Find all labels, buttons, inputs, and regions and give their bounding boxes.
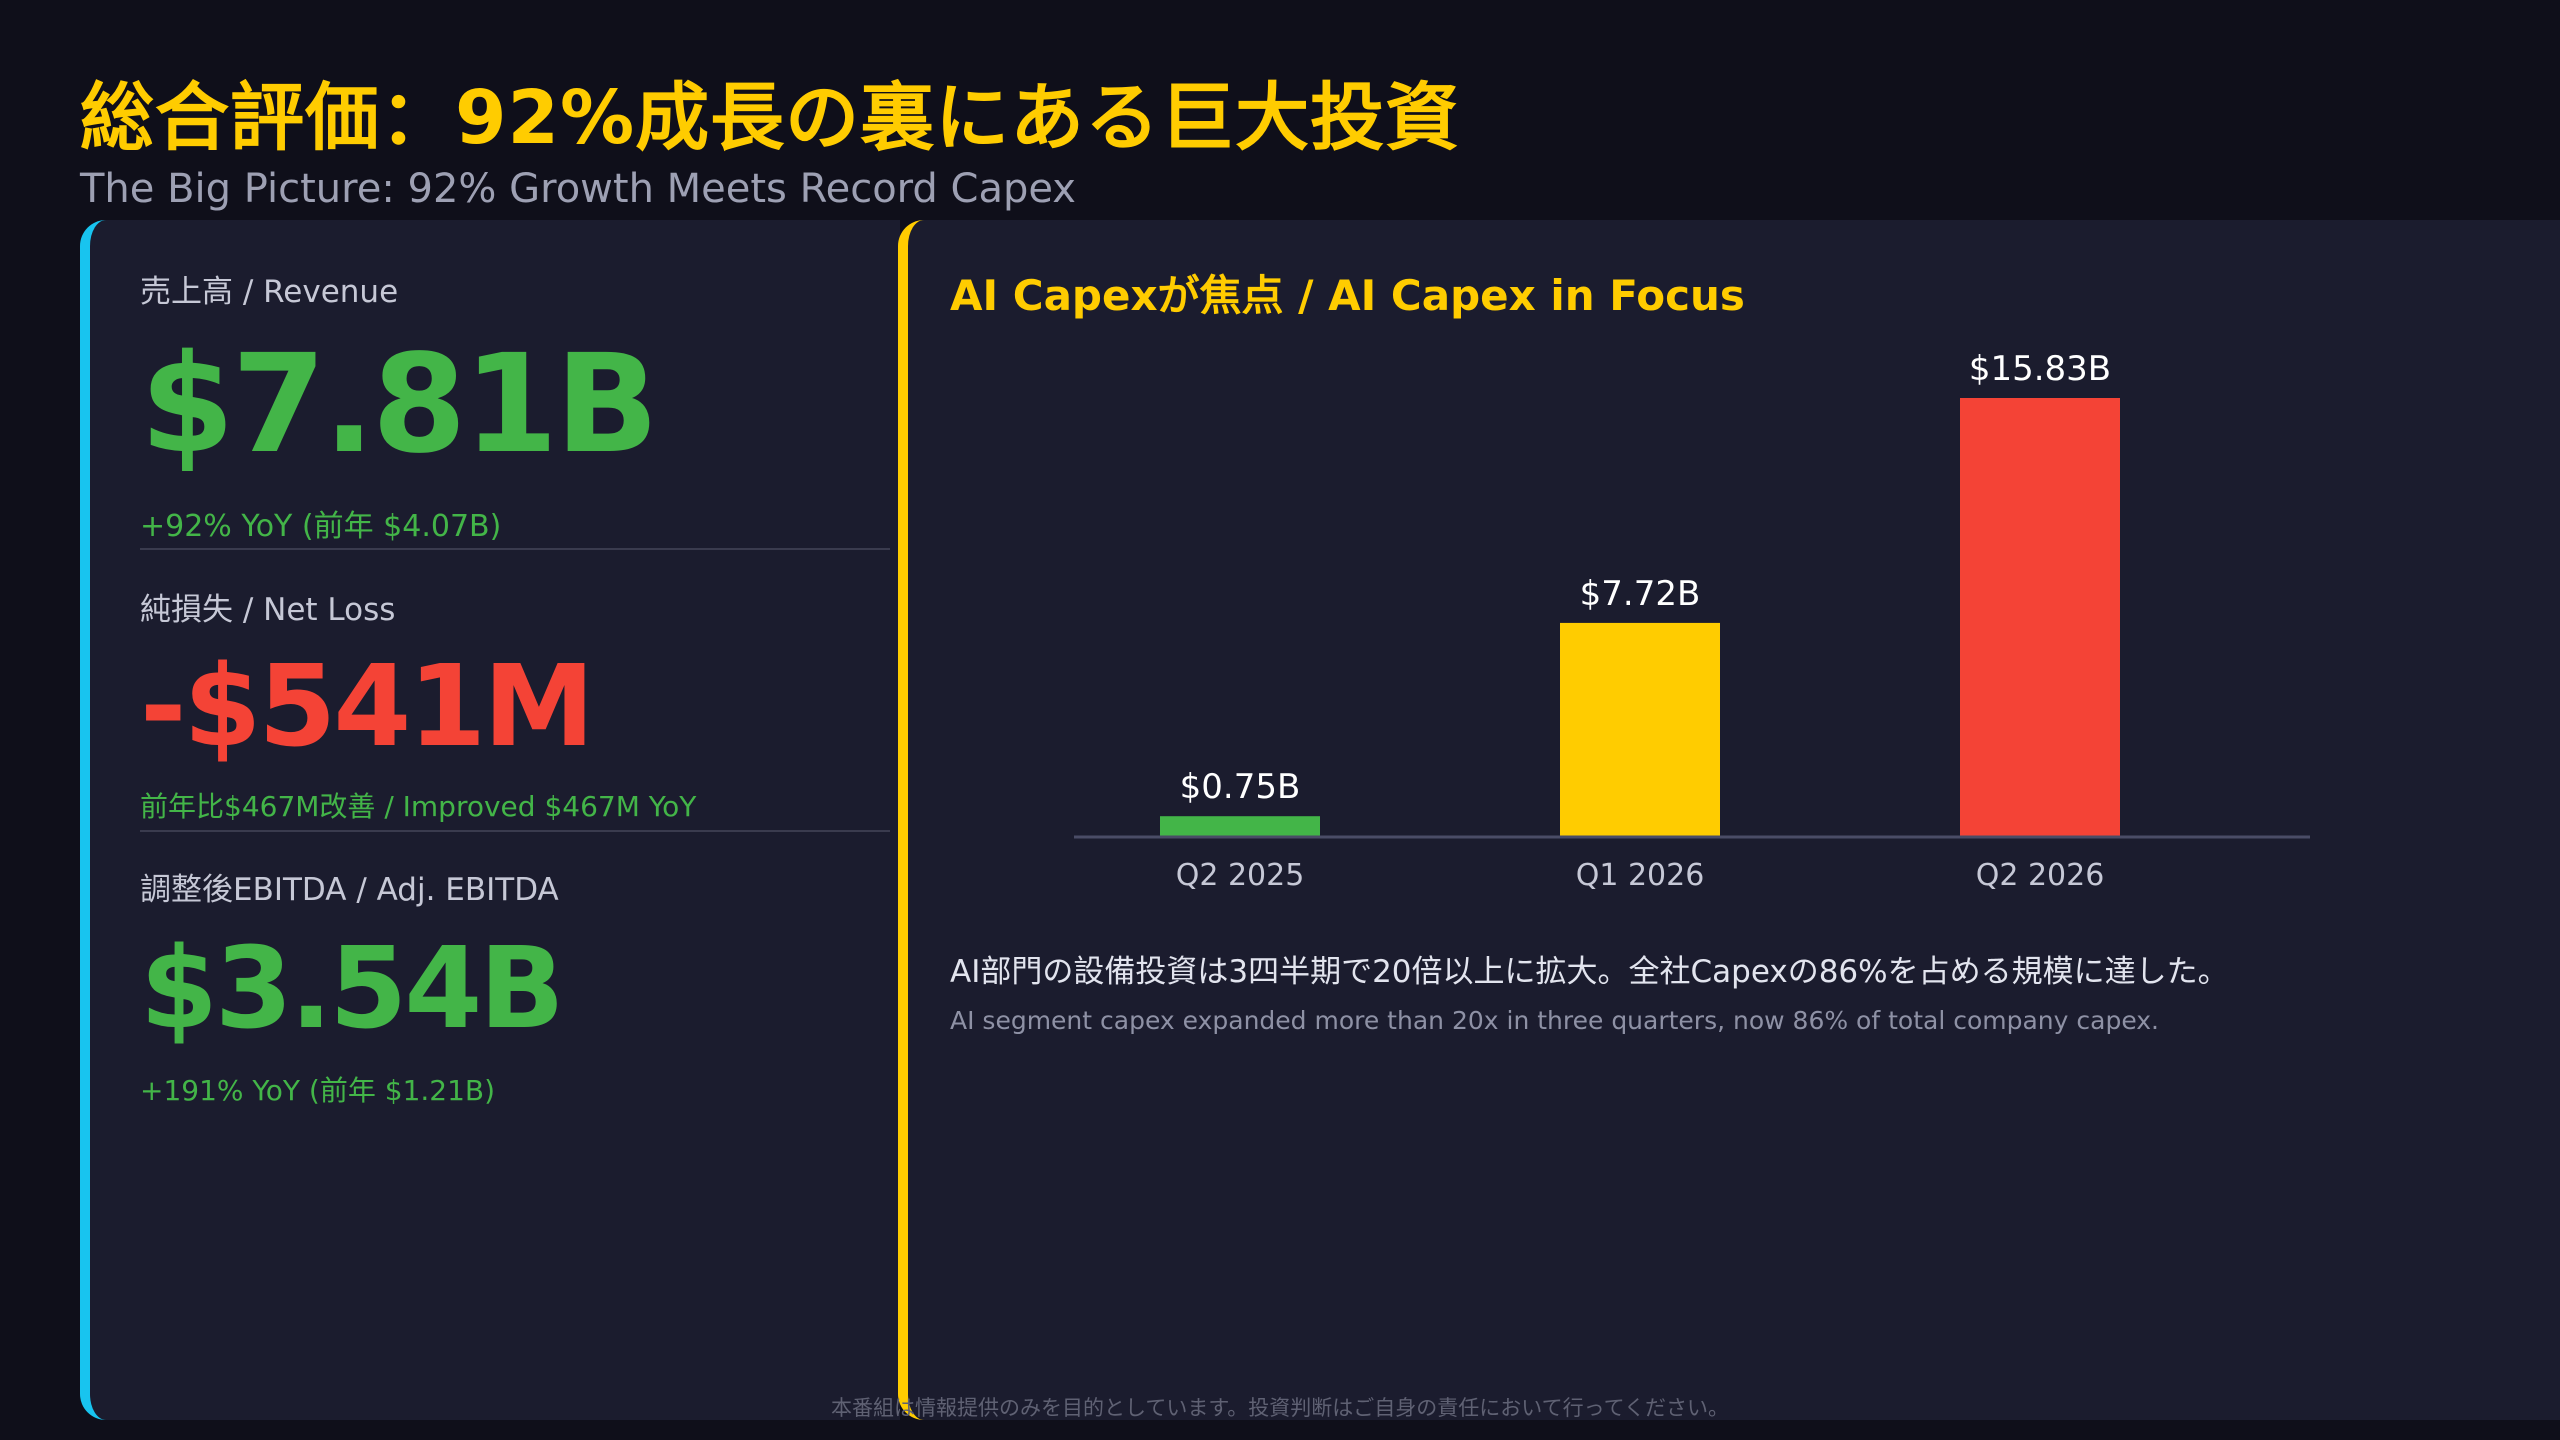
capex-bar-chart: $0.75B Q2 2025 $7.72B Q1 2026 $15.83B Q2 2026	[1074, 349, 2310, 893]
capex-chart-panel: AI Capexが焦点 / AI Capex in Focus $0.75B Q2…	[898, 220, 2560, 1420]
revenue-metric: 売上高 / Revenue $7.81B +92% YoY (前年 $4.07B…	[140, 266, 659, 545]
ebitda-value: $3.54B	[140, 924, 565, 1054]
page-subtitle: The Big Picture: 92% Growth Meets Record…	[80, 166, 1076, 212]
ebitda-label: 調整後EBITDA / Adj. EBITDA	[140, 872, 559, 908]
x-tick-label: Q1 2026	[1576, 858, 1705, 893]
ebitda-yoy: +191% YoY (前年 $1.21B)	[140, 1074, 496, 1107]
divider	[140, 830, 890, 832]
x-tick-label: Q2 2026	[1976, 858, 2105, 893]
data-label: $7.72B	[1580, 574, 1701, 614]
net-loss-improvement: 前年比$467M改善 / Improved $467M YoY	[140, 790, 697, 823]
chart-title: AI Capexが焦点 / AI Capex in Focus	[950, 271, 1745, 320]
revenue-yoy: +92% YoY (前年 $4.07B)	[140, 509, 502, 544]
divider	[140, 548, 890, 550]
data-label: $0.75B	[1180, 767, 1301, 807]
revenue-value: $7.81B	[140, 326, 659, 484]
net-loss-value: -$541M	[140, 642, 595, 772]
bar-q2-2026	[1960, 398, 2120, 837]
page-title: 総合評価：92%成長の裏にある巨大投資	[80, 75, 1461, 161]
ebitda-metric: 調整後EBITDA / Adj. EBITDA $3.54B +191% YoY…	[140, 864, 565, 1109]
net-loss-label: 純損失 / Net Loss	[140, 592, 396, 628]
bar-q1-2026	[1560, 622, 1720, 837]
key-metrics-panel: 売上高 / Revenue $7.81B +92% YoY (前年 $4.07B…	[80, 220, 900, 1420]
revenue-label: 売上高 / Revenue	[140, 274, 399, 310]
data-label: $15.83B	[1969, 349, 2111, 389]
net-loss-metric: 純損失 / Net Loss -$541M 前年比$467M改善 / Impro…	[140, 584, 696, 825]
chart-description-jp: AI部門の設備投資は3四半期で20倍以上に拡大。全社Capexの86%を占める規…	[950, 954, 2229, 990]
x-tick-label: Q2 2025	[1176, 858, 1305, 893]
chart-description-en: AI segment capex expanded more than 20x …	[950, 1006, 2159, 1035]
bar-q2-2025	[1160, 816, 1320, 837]
